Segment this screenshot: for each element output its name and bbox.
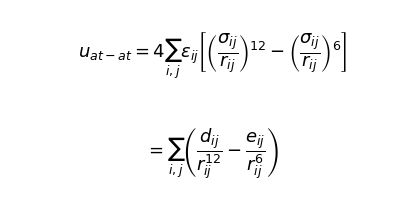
Text: $= \sum_{i,j} \left(\dfrac{d_{ij}}{r_{ij}^{12}} - \dfrac{e_{ij}}{r_{ij}^{6}}\rig: $= \sum_{i,j} \left(\dfrac{d_{ij}}{r_{ij… [145, 126, 279, 181]
Text: $u_{at-at} = 4\sum_{i,j} \epsilon_{ij} \left[\left(\dfrac{\sigma_{ij}}{r_{ij}}\r: $u_{at-at} = 4\sum_{i,j} \epsilon_{ij} \… [78, 31, 347, 81]
